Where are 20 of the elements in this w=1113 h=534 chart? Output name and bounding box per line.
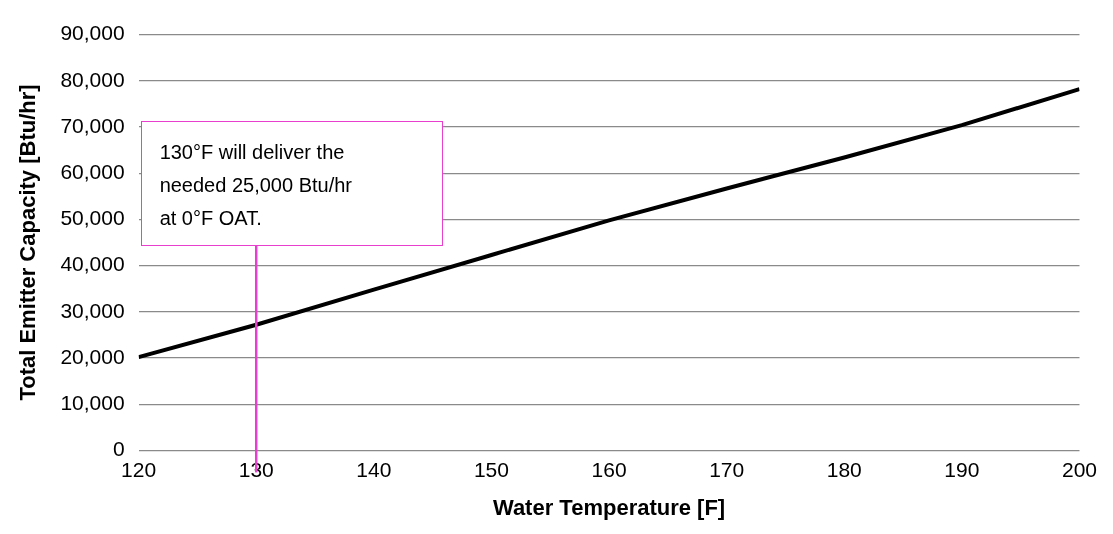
- callout-box: 130°F will deliver the needed 25,000 Btu/hr at 0°F OAT.: [140, 120, 443, 246]
- y-tick-label: 50,000: [60, 206, 125, 230]
- y-tick-label: 10,000: [60, 391, 125, 414]
- x-tick-label: 150: [473, 457, 509, 481]
- x-tick-label: 160: [591, 457, 627, 481]
- x-tick-label: 130: [238, 457, 274, 481]
- x-tick-label: 140: [356, 457, 392, 481]
- x-tick-label: 180: [826, 457, 862, 481]
- y-tick-label: 90,000: [60, 21, 125, 45]
- y-tick-label: 30,000: [60, 298, 125, 322]
- y-tick-label: 70,000: [60, 113, 125, 137]
- x-tick-label: 170: [709, 457, 745, 481]
- x-tick-label: 190: [944, 457, 980, 481]
- y-tick-label: 60,000: [60, 160, 125, 183]
- y-axis-title: Total Emitter Capacity [Btu/hr]: [15, 84, 41, 401]
- x-axis-title: Water Temperature [F]: [492, 494, 726, 520]
- y-tick-label: 40,000: [60, 252, 125, 276]
- y-tick-label: 20,000: [60, 344, 125, 368]
- x-tick-label: 200: [1061, 457, 1097, 481]
- y-tick-label: 80,000: [60, 67, 125, 91]
